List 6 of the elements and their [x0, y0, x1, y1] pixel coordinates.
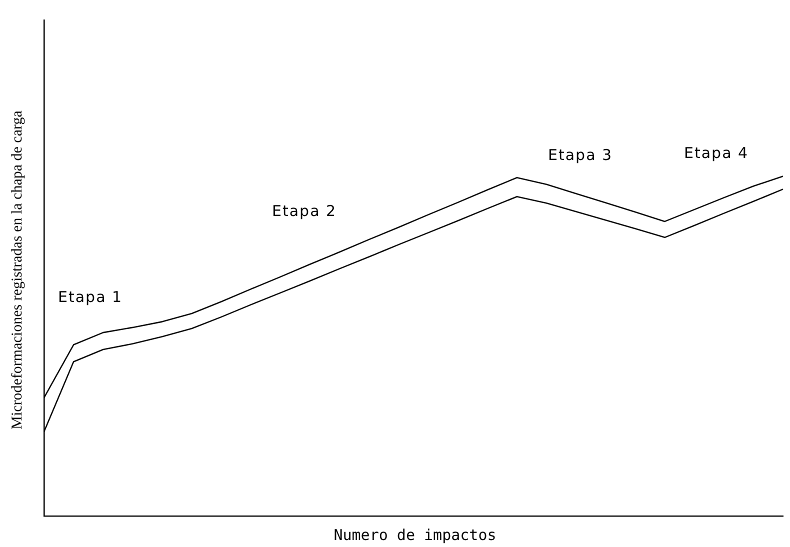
x-axis-title: Numero de impactos — [332, 526, 498, 544]
annotation: Etapa 1 — [58, 288, 123, 306]
annotation: Etapa 2 — [272, 202, 337, 220]
text: Etapa 4 — [684, 144, 749, 162]
y-axis-title: Microdeformaciones registradas en la chapa de carga — [10, 110, 26, 430]
text: Etapa 3 — [548, 146, 613, 164]
